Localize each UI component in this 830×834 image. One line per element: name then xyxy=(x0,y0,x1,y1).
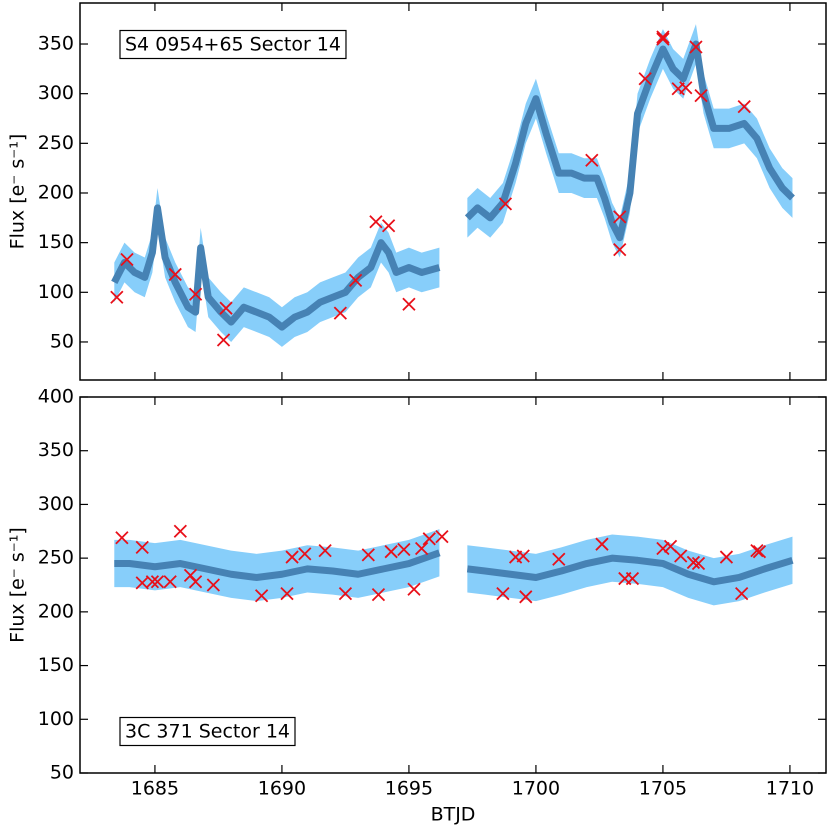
axes-frame xyxy=(79,2,827,381)
x-tick-label: 1690 xyxy=(258,778,306,800)
flare-marker xyxy=(338,586,353,601)
flare-marker xyxy=(422,532,436,546)
flux-line xyxy=(111,40,795,331)
x-tick-label: 1705 xyxy=(639,778,687,800)
flare-marker xyxy=(638,72,652,86)
y-tick-label: 250 xyxy=(38,132,74,154)
y-tick-label: 250 xyxy=(38,547,74,569)
x-tick-label: 1710 xyxy=(766,778,814,800)
flare-marker xyxy=(219,301,233,315)
flare-marker xyxy=(371,588,386,602)
flare-marker xyxy=(285,550,299,564)
flare-marker xyxy=(656,541,670,556)
y-tick-label: 300 xyxy=(38,82,74,104)
flare-marker xyxy=(737,99,751,114)
error-band xyxy=(114,24,793,347)
y-tick-label: 50 xyxy=(50,330,74,352)
y-tick-label: 200 xyxy=(38,181,74,203)
flare-marker xyxy=(173,524,187,538)
flare-marker xyxy=(435,530,449,544)
x-tick-label: 1695 xyxy=(385,778,433,800)
flare-marker xyxy=(397,542,411,557)
x-axis-label: BTJD xyxy=(431,804,476,826)
flare-marker xyxy=(679,81,693,95)
y-tick-label: 100 xyxy=(38,281,74,303)
x-tick-label: 1700 xyxy=(512,778,560,800)
y-tick-label: 150 xyxy=(38,231,74,253)
y-tick-label: 150 xyxy=(38,654,74,676)
annotation: S4 0954+65 Sector 14 xyxy=(125,34,341,56)
flare-marker xyxy=(216,333,231,347)
axes-frame xyxy=(79,396,827,774)
flare-marker xyxy=(135,540,149,555)
flare-marker xyxy=(613,210,627,224)
y-tick-label: 350 xyxy=(38,439,74,461)
flux-line xyxy=(114,549,794,586)
flare-marker xyxy=(348,273,363,288)
flare-marker xyxy=(519,590,533,604)
flare-marker xyxy=(719,550,734,564)
flare-marker xyxy=(298,547,312,561)
flare-marker xyxy=(369,215,383,229)
flare-marker xyxy=(150,575,165,589)
flare-marker xyxy=(163,575,177,589)
flare-marker xyxy=(625,571,640,586)
flare-marker xyxy=(254,589,269,603)
flare-marker xyxy=(206,578,220,592)
flare-marker xyxy=(145,575,160,589)
flare-marker xyxy=(496,586,510,601)
flare-marker xyxy=(656,30,670,44)
annotation-box xyxy=(119,29,347,60)
y-axis-label: Flux [e⁻ s⁻¹] xyxy=(7,527,29,643)
flare-marker xyxy=(188,575,203,589)
y-tick-label: 350 xyxy=(38,33,74,55)
flare-marker xyxy=(168,267,182,282)
flare-marker xyxy=(689,40,703,54)
flare-marker xyxy=(110,290,124,304)
y-tick-label: 300 xyxy=(38,493,74,515)
flare-marker xyxy=(752,545,767,559)
flare-marker xyxy=(674,549,688,563)
y-tick-label: 200 xyxy=(38,600,74,622)
flare-marker xyxy=(516,549,530,563)
flare-marker xyxy=(361,548,375,562)
flare-marker xyxy=(280,586,294,601)
annotation-box xyxy=(119,716,296,747)
flare-marker xyxy=(686,555,701,570)
flare-marker xyxy=(115,531,129,545)
flare-marker xyxy=(120,252,134,267)
error-band xyxy=(114,529,793,606)
flare-marker xyxy=(595,537,609,551)
flare-marker xyxy=(694,89,708,103)
flare-marker xyxy=(691,556,706,571)
y-axis-label: Flux [e⁻ s⁻¹] xyxy=(7,134,29,250)
flare-marker xyxy=(585,153,599,167)
flare-marker xyxy=(498,197,513,211)
flare-marker xyxy=(552,552,566,566)
flare-marker xyxy=(402,297,416,311)
flare-marker xyxy=(750,543,764,558)
y-tick-label: 50 xyxy=(50,762,74,784)
y-tick-label: 100 xyxy=(38,708,74,730)
flare-marker xyxy=(414,541,429,556)
flare-marker xyxy=(407,582,421,596)
flare-marker xyxy=(183,568,198,582)
flare-marker xyxy=(735,586,749,601)
flare-marker xyxy=(384,545,398,559)
annotation: 3C 371 Sector 14 xyxy=(125,721,290,743)
flare-marker xyxy=(656,32,670,46)
flare-marker xyxy=(381,219,396,233)
flare-marker xyxy=(333,306,347,320)
x-tick-label: 1685 xyxy=(131,778,179,800)
flare-marker xyxy=(318,543,332,558)
flare-marker xyxy=(188,287,203,301)
flare-marker xyxy=(613,242,627,257)
y-tick-label: 400 xyxy=(38,386,74,408)
